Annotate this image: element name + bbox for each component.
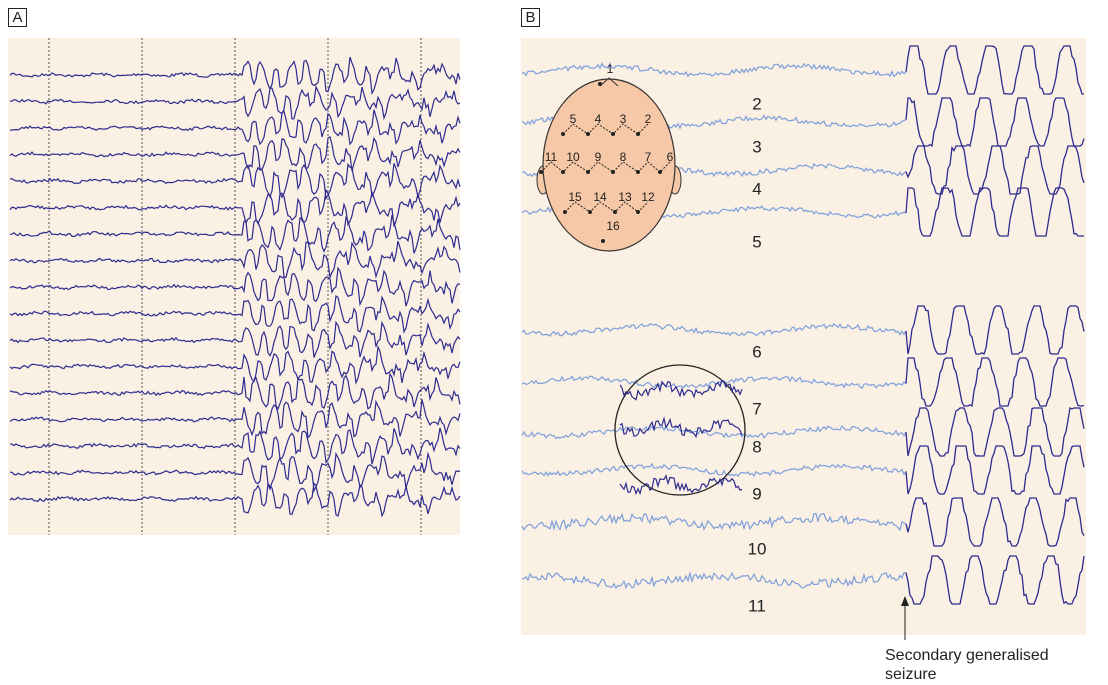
electrode: [586, 170, 590, 174]
electrode: [611, 170, 615, 174]
electrode: [561, 170, 565, 174]
electrode-label: 14: [593, 190, 607, 204]
eeg-trace: [9, 344, 461, 385]
channel-label: 5: [752, 232, 761, 251]
electrode: [586, 132, 590, 136]
channel-label: 2: [752, 94, 761, 113]
eeg-trace: [9, 56, 461, 96]
electrode: [563, 210, 567, 214]
eeg-trace: [9, 188, 461, 227]
eeg-trace-pre: [521, 322, 907, 337]
electrode: [636, 170, 640, 174]
eeg-trace: [9, 371, 461, 411]
electrode: [611, 132, 615, 136]
channel-label: 9: [752, 484, 761, 503]
magnifier-circle: [614, 364, 746, 496]
eeg-trace: [9, 294, 461, 334]
eeg-trace-seizure: [905, 305, 1085, 355]
electrode-label: 10: [566, 150, 580, 164]
annotation: Secondary generalised: [885, 647, 1049, 664]
eeg-trace-seizure: [905, 445, 1085, 495]
eeg-trace-seizure: [905, 357, 1085, 408]
montage-line: [540, 161, 671, 173]
panel-a-label: A: [12, 9, 22, 26]
magnified-trace: [619, 416, 743, 439]
electrode-label: 4: [595, 112, 602, 126]
channel-label: 8: [752, 437, 761, 456]
electrode: [658, 170, 662, 174]
eeg-trace: [9, 109, 461, 146]
eeg-trace-pre: [521, 424, 907, 440]
eeg-trace: [9, 482, 461, 518]
eeg-trace: [9, 451, 461, 493]
electrode-label: 9: [595, 150, 602, 164]
electrode-label: 12: [641, 190, 655, 204]
eeg-trace: [9, 427, 461, 465]
electrode-label: 16: [606, 219, 620, 233]
channel-label: 4: [752, 179, 761, 198]
channel-label: 7: [752, 399, 761, 418]
electrode-label: 13: [618, 190, 632, 204]
electrode-label: 1: [607, 62, 614, 76]
electrode-label: 3: [620, 112, 627, 126]
electrode: [636, 132, 640, 136]
eeg-trace-pre: [521, 462, 907, 478]
eeg-trace-pre: [521, 62, 907, 78]
electrode-label: 6: [667, 150, 674, 164]
electrode: [539, 170, 543, 174]
eeg-trace-seizure: [905, 45, 1084, 95]
panel-a-label-box: [8, 8, 27, 27]
eeg-trace: [9, 136, 461, 172]
channel-label: 11: [748, 596, 766, 615]
electrode-label: 2: [645, 112, 652, 126]
nose: [599, 77, 619, 87]
electrode: [613, 210, 617, 214]
electrode-label: 7: [645, 150, 652, 164]
eeg-trace: [9, 214, 461, 254]
eeg-trace: [9, 162, 461, 201]
eeg-trace-seizure: [905, 555, 1085, 605]
electrode-label: 8: [620, 150, 627, 164]
eeg-trace: [9, 399, 461, 439]
arrow-head: [901, 596, 909, 606]
traces: [9, 38, 1085, 605]
annotation: seizure: [885, 666, 937, 683]
magnified-trace: [619, 474, 743, 496]
eeg-trace: [9, 84, 461, 121]
eeg-trace-seizure: [905, 407, 1085, 457]
electrode: [588, 210, 592, 214]
panel-b-label: B: [525, 9, 535, 26]
montage-line: [564, 201, 649, 213]
electrode: [601, 239, 605, 243]
eeg-trace: [9, 266, 461, 307]
electrode: [561, 132, 565, 136]
electrode-label: 11: [545, 150, 558, 164]
eeg-trace-pre: [521, 375, 907, 390]
channel-label: 6: [752, 342, 761, 361]
eeg-trace-seizure: [905, 97, 1085, 148]
channel-label: 10: [748, 539, 767, 558]
electrode-label: 5: [570, 112, 577, 126]
panel-b-label-box: [521, 8, 540, 27]
eeg-trace-seizure: [905, 497, 1085, 547]
eeg-trace: [9, 320, 461, 358]
channel-label: 3: [752, 137, 761, 156]
eeg-trace: [9, 240, 461, 280]
eeg-trace-pre: [521, 512, 907, 532]
eeg-trace-pre: [521, 570, 907, 590]
electrode-label: 15: [568, 190, 582, 204]
electrode: [598, 82, 602, 86]
electrode: [636, 210, 640, 214]
eeg-trace-seizure: [905, 187, 1084, 237]
magnified-trace: [619, 379, 743, 401]
head: [542, 78, 676, 252]
